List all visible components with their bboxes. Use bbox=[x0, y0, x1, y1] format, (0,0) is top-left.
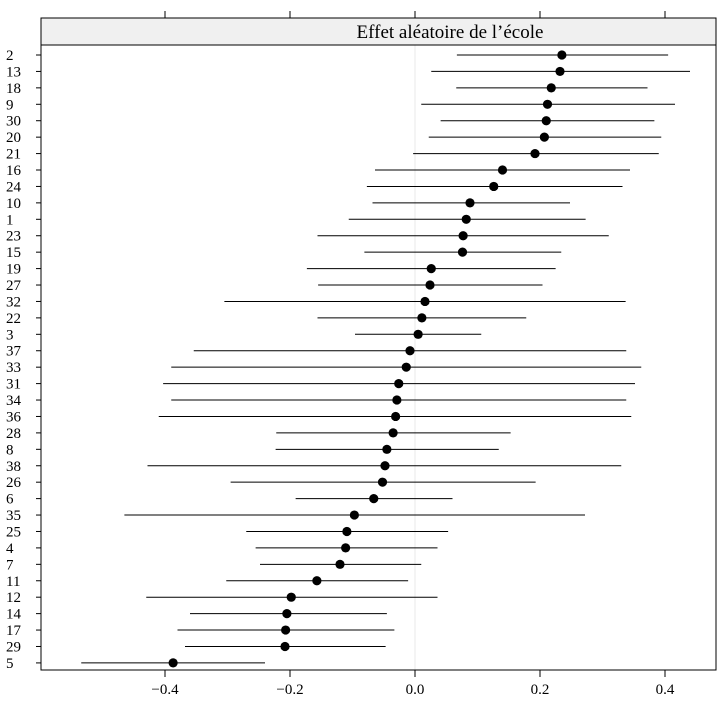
estimate-point bbox=[391, 411, 401, 422]
estimate-point bbox=[489, 181, 499, 192]
y-tick-label: 23 bbox=[6, 229, 21, 245]
estimate-point bbox=[555, 66, 565, 77]
estimate-point bbox=[388, 428, 398, 438]
estimate-point bbox=[401, 362, 411, 372]
y-tick-label: 4 bbox=[6, 541, 14, 557]
estimate-point bbox=[539, 132, 549, 142]
estimate-point bbox=[382, 444, 392, 454]
y-tick-label: 24 bbox=[6, 179, 22, 195]
y-tick-label: 16 bbox=[6, 163, 22, 179]
estimate-point bbox=[465, 198, 475, 208]
x-tick-label: 0.0 bbox=[406, 682, 425, 698]
y-tick-label: 30 bbox=[6, 114, 21, 130]
y-tick-label: 9 bbox=[6, 97, 14, 113]
x-tick-label: −0.4 bbox=[151, 682, 179, 698]
estimate-point bbox=[377, 477, 388, 487]
estimate-point bbox=[458, 231, 468, 241]
estimate-point bbox=[417, 313, 427, 323]
y-tick-label: 32 bbox=[6, 294, 21, 310]
x-tick-label: −0.2 bbox=[276, 682, 303, 698]
estimate-point bbox=[413, 329, 423, 339]
estimate-point bbox=[281, 625, 291, 635]
y-tick-label: 15 bbox=[6, 245, 21, 261]
estimate-point bbox=[280, 641, 290, 652]
y-tick-label: 18 bbox=[6, 81, 21, 97]
y-tick-label: 34 bbox=[6, 393, 22, 409]
y-tick-label: 27 bbox=[6, 278, 22, 294]
y-tick-label: 29 bbox=[6, 639, 21, 655]
estimate-point bbox=[461, 214, 471, 224]
estimate-point bbox=[557, 50, 567, 60]
y-tick-label: 10 bbox=[6, 196, 21, 212]
estimate-point bbox=[168, 658, 178, 668]
estimate-point bbox=[282, 609, 292, 619]
y-tick-label: 37 bbox=[6, 344, 22, 360]
estimate-point bbox=[541, 116, 551, 126]
estimate-point bbox=[457, 247, 468, 257]
y-tick-label: 5 bbox=[6, 656, 14, 672]
estimate-point bbox=[369, 494, 379, 504]
panel bbox=[41, 18, 716, 670]
estimate-point bbox=[426, 263, 436, 274]
estimate-point bbox=[341, 543, 351, 553]
estimate-point bbox=[542, 99, 553, 109]
y-tick-label: 38 bbox=[6, 459, 21, 475]
estimate-point bbox=[335, 559, 345, 569]
estimate-point bbox=[342, 526, 352, 537]
y-tick-label: 21 bbox=[6, 147, 21, 163]
y-tick-label: 36 bbox=[6, 409, 22, 425]
y-tick-label: 31 bbox=[6, 377, 21, 393]
estimate-point bbox=[425, 280, 435, 290]
x-axis: −0.4 −0.2 0.0 0.2 0.4 bbox=[40, 11, 717, 698]
y-axis-tick-labels: 2131893020211624101231519273222337333134… bbox=[6, 48, 41, 672]
y-tick-label: 26 bbox=[6, 475, 22, 491]
x-tick-label: 0.4 bbox=[656, 682, 675, 698]
y-tick-label: 12 bbox=[6, 590, 21, 606]
x-tick-label: 0.2 bbox=[531, 682, 550, 698]
estimate-point bbox=[380, 461, 390, 471]
y-tick-label: 19 bbox=[6, 262, 21, 278]
y-tick-label: 22 bbox=[6, 311, 21, 327]
chart-title: Effet aléatoire de l’école bbox=[357, 22, 544, 43]
estimate-point bbox=[394, 379, 404, 389]
y-tick-label: 20 bbox=[6, 130, 21, 146]
y-tick-label: 33 bbox=[6, 360, 21, 376]
strip-header: Effet aléatoire de l’école bbox=[40, 17, 717, 46]
y-tick-label: 3 bbox=[6, 327, 14, 343]
y-tick-label: 1 bbox=[6, 212, 14, 228]
y-tick-label: 35 bbox=[6, 508, 21, 524]
y-tick-label: 7 bbox=[6, 557, 14, 573]
estimate-point bbox=[392, 395, 402, 405]
estimate-point bbox=[405, 346, 415, 356]
y-tick-label: 14 bbox=[6, 607, 22, 623]
estimate-point bbox=[286, 592, 296, 602]
panel-border bbox=[40, 17, 717, 671]
estimate-point bbox=[530, 148, 540, 159]
estimate-point bbox=[312, 576, 322, 586]
y-tick-label: 13 bbox=[6, 64, 21, 80]
y-tick-label: 2 bbox=[6, 48, 14, 64]
y-tick-label: 25 bbox=[6, 524, 21, 540]
y-tick-label: 8 bbox=[6, 442, 14, 458]
estimate-point bbox=[349, 510, 359, 520]
estimate-point bbox=[420, 296, 430, 307]
panel-background bbox=[41, 18, 716, 670]
y-tick-label: 17 bbox=[6, 623, 22, 639]
y-tick-label: 28 bbox=[6, 426, 21, 442]
estimate-point bbox=[546, 83, 556, 93]
y-tick-label: 6 bbox=[6, 492, 14, 508]
estimate-point bbox=[497, 165, 508, 175]
estimate-points bbox=[168, 50, 567, 668]
y-tick-label: 11 bbox=[6, 574, 20, 590]
